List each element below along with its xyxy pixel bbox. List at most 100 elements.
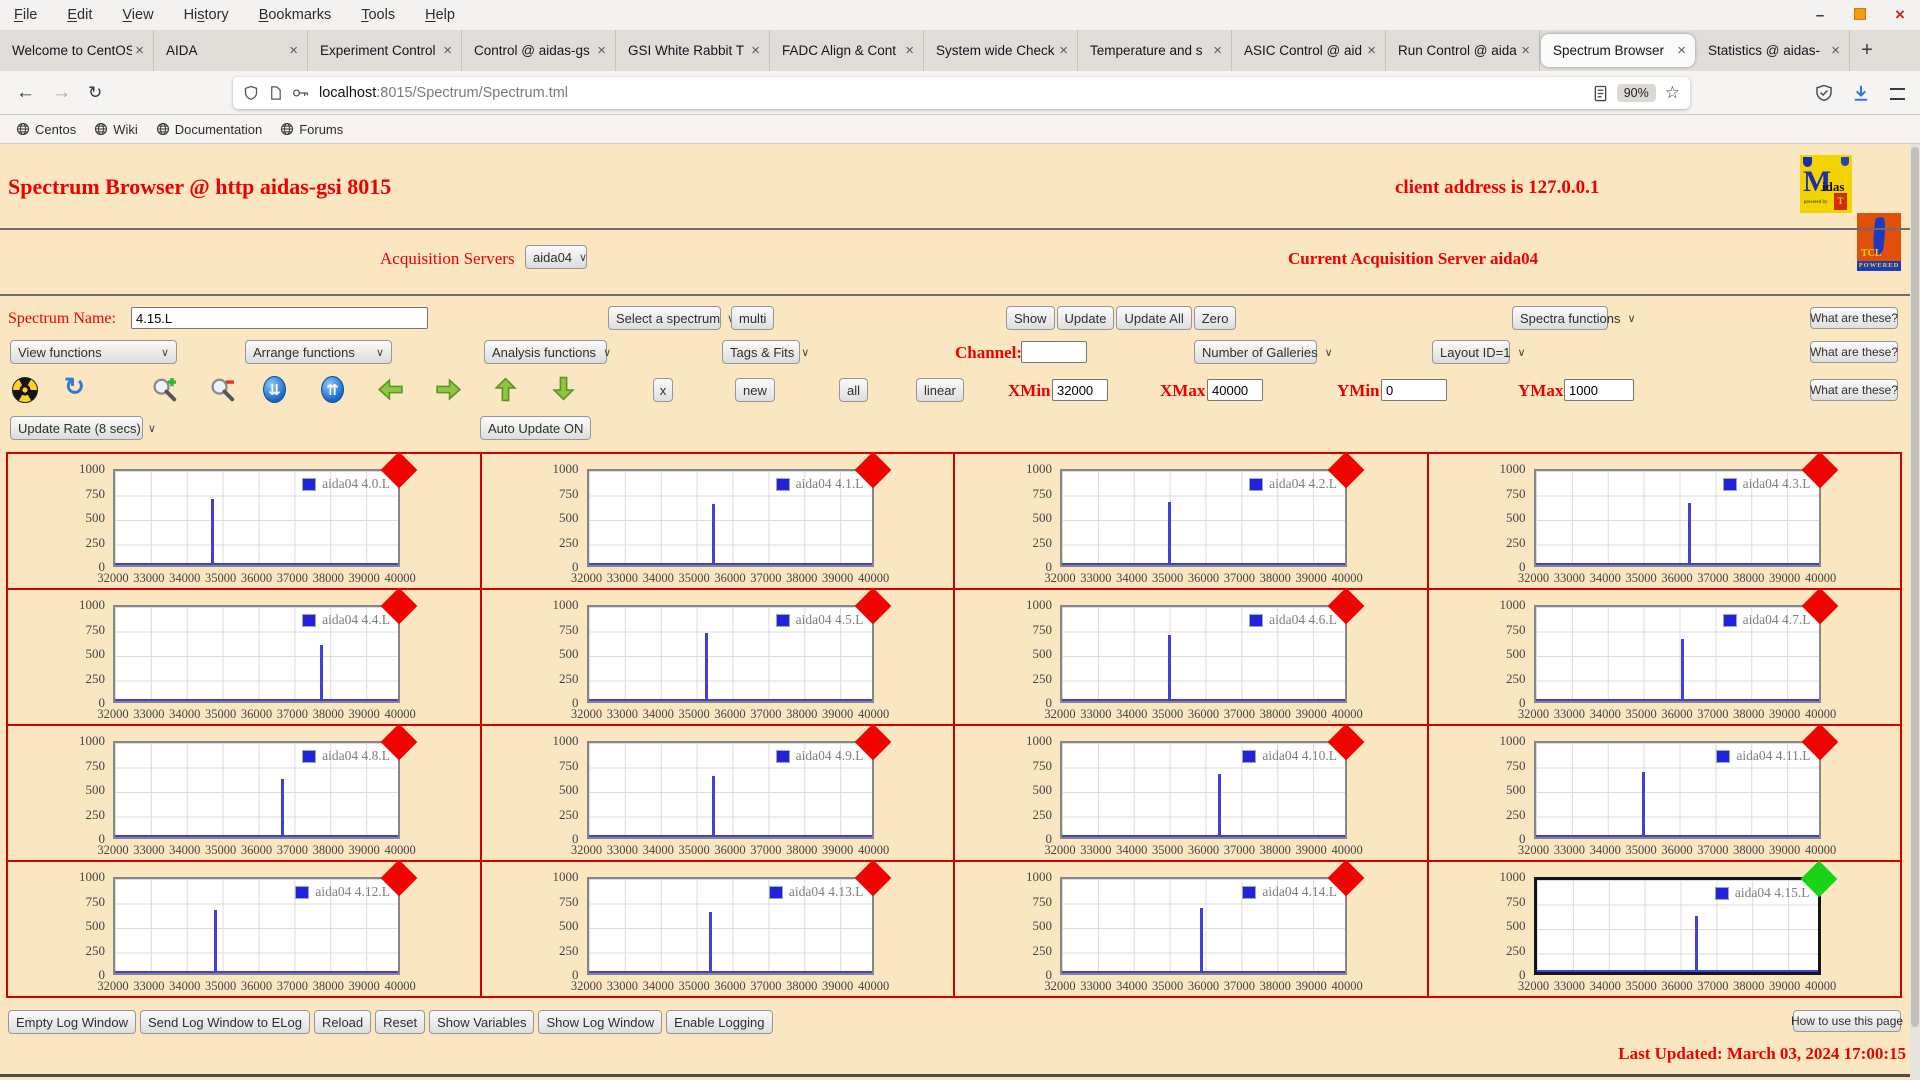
spectrum-cell-aida04-4-15-l[interactable]: 0 250 500 750 1000 aida04 4.15.L 32000 33000 340… — [1427, 860, 1901, 997]
reset-button[interactable]: Reset — [375, 1010, 426, 1034]
downloads-icon[interactable] — [1852, 84, 1870, 102]
tags-fits-select[interactable]: Tags & Fits ∨ — [722, 340, 809, 364]
page-info-icon[interactable] — [268, 85, 283, 101]
x-scale-button[interactable]: x — [653, 378, 673, 402]
analysis-functions-select[interactable]: Analysis functions ∨ — [484, 340, 611, 364]
spectrum-name-input[interactable] — [131, 307, 428, 329]
view-functions-select[interactable]: View functions ∨ — [10, 340, 177, 364]
what-are-these-button-1[interactable]: What are these? — [1810, 307, 1898, 329]
tab-close-icon[interactable]: × — [751, 42, 760, 59]
spectrum-cell-aida04-4-14-l[interactable]: 0 250 500 750 1000 aida04 4.14.L 32000 33000 340… — [954, 859, 1428, 997]
menu-help[interactable]: Help — [425, 7, 455, 23]
tab-asic-control-aid[interactable]: ASIC Control @ aid × — [1232, 30, 1386, 71]
tab-run-control-aida[interactable]: Run Control @ aida × — [1386, 30, 1540, 71]
minimize-button[interactable]: – — [1815, 6, 1825, 24]
empty-log-window-button[interactable]: Empty Log Window — [8, 1010, 136, 1034]
arrange-functions-select[interactable]: Arrange functions ∨ — [245, 340, 392, 364]
new-button[interactable]: new — [735, 378, 775, 402]
radiation-icon[interactable] — [12, 377, 38, 403]
tab-close-icon[interactable]: × — [1677, 42, 1686, 59]
auto-update-button[interactable]: Auto Update ON — [480, 416, 592, 440]
shield-permissions-icon[interactable] — [243, 85, 259, 101]
menu-file[interactable]: File — [14, 7, 38, 23]
back-button[interactable]: ← — [16, 81, 35, 103]
xmin-input[interactable] — [1052, 379, 1108, 401]
close-button[interactable]: × — [1895, 5, 1905, 24]
xmax-input[interactable] — [1207, 379, 1263, 401]
tab-close-icon[interactable]: × — [443, 42, 452, 59]
url-bar[interactable]: localhost:8015/Spectrum/Spectrum.tml 90%… — [233, 77, 1690, 109]
page-scrollbar[interactable] — [1910, 144, 1920, 1080]
tab-close-icon[interactable]: × — [135, 42, 144, 59]
show-variables-button[interactable]: Show Variables — [429, 1010, 535, 1034]
maximize-button[interactable] — [1854, 7, 1866, 20]
bookmark-forums[interactable]: Forums — [280, 122, 343, 137]
zoom-level-badge[interactable]: 90% — [1616, 84, 1656, 102]
scrollbar-thumb[interactable] — [1911, 147, 1919, 1027]
menu-bookmarks[interactable]: Bookmarks — [258, 7, 332, 23]
acquisition-server-select[interactable]: aida04 ∨ — [525, 245, 587, 269]
midas-logo[interactable]: M idas powered by T — [1800, 155, 1852, 213]
menu-tools[interactable]: Tools — [361, 7, 396, 23]
tab-experiment-control[interactable]: Experiment Control × — [308, 30, 462, 71]
multi-button[interactable]: multi — [731, 306, 775, 330]
ymin-input[interactable] — [1381, 379, 1447, 401]
update-all-button[interactable]: Update All — [1116, 306, 1192, 330]
show-button[interactable]: Show — [1006, 306, 1055, 330]
spectrum-cell-aida04-4-2-l[interactable]: 0 250 500 750 1000 aida04 4.2.L 32000 33000 3400… — [954, 451, 1428, 589]
spectrum-cell-aida04-4-0-l[interactable]: 0 250 500 750 1000 aida04 4.0.L 32000 33000 3400… — [7, 451, 481, 589]
zoom-out-icon[interactable] — [208, 375, 238, 403]
tab-spectrum-browser[interactable]: Spectrum Browser × — [1541, 34, 1695, 67]
arrow-right-icon[interactable] — [435, 377, 462, 402]
spectrum-cell-aida04-4-4-l[interactable]: 0 250 500 750 1000 aida04 4.4.L 32000 33000 3400… — [7, 587, 481, 725]
spectrum-cell-aida04-4-7-l[interactable]: 0 250 500 750 1000 aida04 4.7.L 32000 33000 3400… — [1427, 587, 1901, 725]
zero-button[interactable]: Zero — [1193, 306, 1237, 330]
what-are-these-button-3[interactable]: What are these? — [1810, 379, 1898, 401]
new-tab-button[interactable]: + — [1861, 39, 1873, 61]
all-button[interactable]: all — [839, 378, 869, 402]
tcl-logo[interactable]: TCL POWERED — [1857, 213, 1901, 271]
bookmark-star-icon[interactable]: ☆ — [1664, 83, 1680, 102]
show-log-window-button[interactable]: Show Log Window — [538, 1010, 663, 1034]
url-text[interactable]: localhost:8015/Spectrum/Spectrum.tml — [319, 85, 568, 101]
tab-close-icon[interactable]: × — [905, 42, 914, 59]
reload-button[interactable]: Reload — [313, 1010, 372, 1034]
arrow-up-icon[interactable] — [493, 375, 518, 403]
tab-aida[interactable]: AIDA × — [154, 30, 308, 71]
tab-close-icon[interactable]: × — [1213, 42, 1222, 59]
tab-gsi-white-rabbit-t[interactable]: GSI White Rabbit T × — [616, 30, 770, 71]
bookmark-centos[interactable]: Centos — [16, 122, 76, 137]
tab-system-wide-check[interactable]: System wide Check × — [924, 30, 1078, 71]
bookmark-wiki[interactable]: Wiki — [94, 122, 138, 137]
arrow-left-icon[interactable] — [377, 377, 404, 402]
spectrum-cell-aida04-4-8-l[interactable]: 0 250 500 750 1000 aida04 4.8.L 32000 33000 3400… — [7, 723, 481, 861]
update-button[interactable]: Update — [1056, 306, 1115, 330]
tab-close-icon[interactable]: × — [1367, 42, 1376, 59]
refresh-icon[interactable]: ↻ — [64, 374, 85, 401]
forward-button[interactable]: → — [52, 81, 71, 103]
spectrum-cell-aida04-4-11-l[interactable]: 0 250 500 750 1000 aida04 4.11.L 32000 33000 340… — [1427, 723, 1901, 861]
tab-fadc-align-cont[interactable]: FADC Align & Cont × — [770, 30, 924, 71]
tab-close-icon[interactable]: × — [1521, 42, 1530, 59]
tab-close-icon[interactable]: × — [597, 42, 606, 59]
spectrum-cell-aida04-4-10-l[interactable]: 0 250 500 750 1000 aida04 4.10.L 32000 33000 340… — [954, 723, 1428, 861]
spectrum-cell-aida04-4-9-l[interactable]: 0 250 500 750 1000 aida04 4.9.L 32000 33000 3400… — [480, 723, 954, 861]
spectrum-cell-aida04-4-6-l[interactable]: 0 250 500 750 1000 aida04 4.6.L 32000 33000 3400… — [954, 587, 1428, 725]
shift-down-icon[interactable]: ⇊ — [263, 376, 286, 403]
spectrum-cell-aida04-4-3-l[interactable]: 0 250 500 750 1000 aida04 4.3.L 32000 33000 3400… — [1427, 451, 1901, 589]
what-are-these-button-2[interactable]: What are these? — [1810, 341, 1898, 363]
tab-close-icon[interactable]: × — [289, 42, 298, 59]
menu-view[interactable]: View — [122, 7, 154, 23]
tab-close-icon[interactable]: × — [1059, 42, 1068, 59]
how-to-use-button[interactable]: How to use this page — [1791, 1010, 1903, 1032]
select-spectrum-select[interactable]: Select a spectrum∨ — [608, 306, 735, 330]
reload-button[interactable]: ↻ — [88, 82, 103, 102]
menu-edit[interactable]: Edit — [67, 7, 93, 23]
spectrum-cell-aida04-4-12-l[interactable]: 0 250 500 750 1000 aida04 4.12.L 32000 33000 340… — [7, 859, 481, 997]
pocket-shield-icon[interactable] — [1815, 84, 1833, 102]
send-log-window-to-elog-button[interactable]: Send Log Window to ELog — [140, 1010, 310, 1034]
spectrum-cell-aida04-4-1-l[interactable]: 0 250 500 750 1000 aida04 4.1.L 32000 33000 3400… — [480, 451, 954, 589]
tab-welcome-to-centos[interactable]: Welcome to CentOS × — [0, 30, 154, 71]
layout-id-select[interactable]: Layout ID=1 ∨ — [1432, 340, 1526, 364]
shift-up-icon[interactable]: ⇈ — [321, 376, 344, 403]
